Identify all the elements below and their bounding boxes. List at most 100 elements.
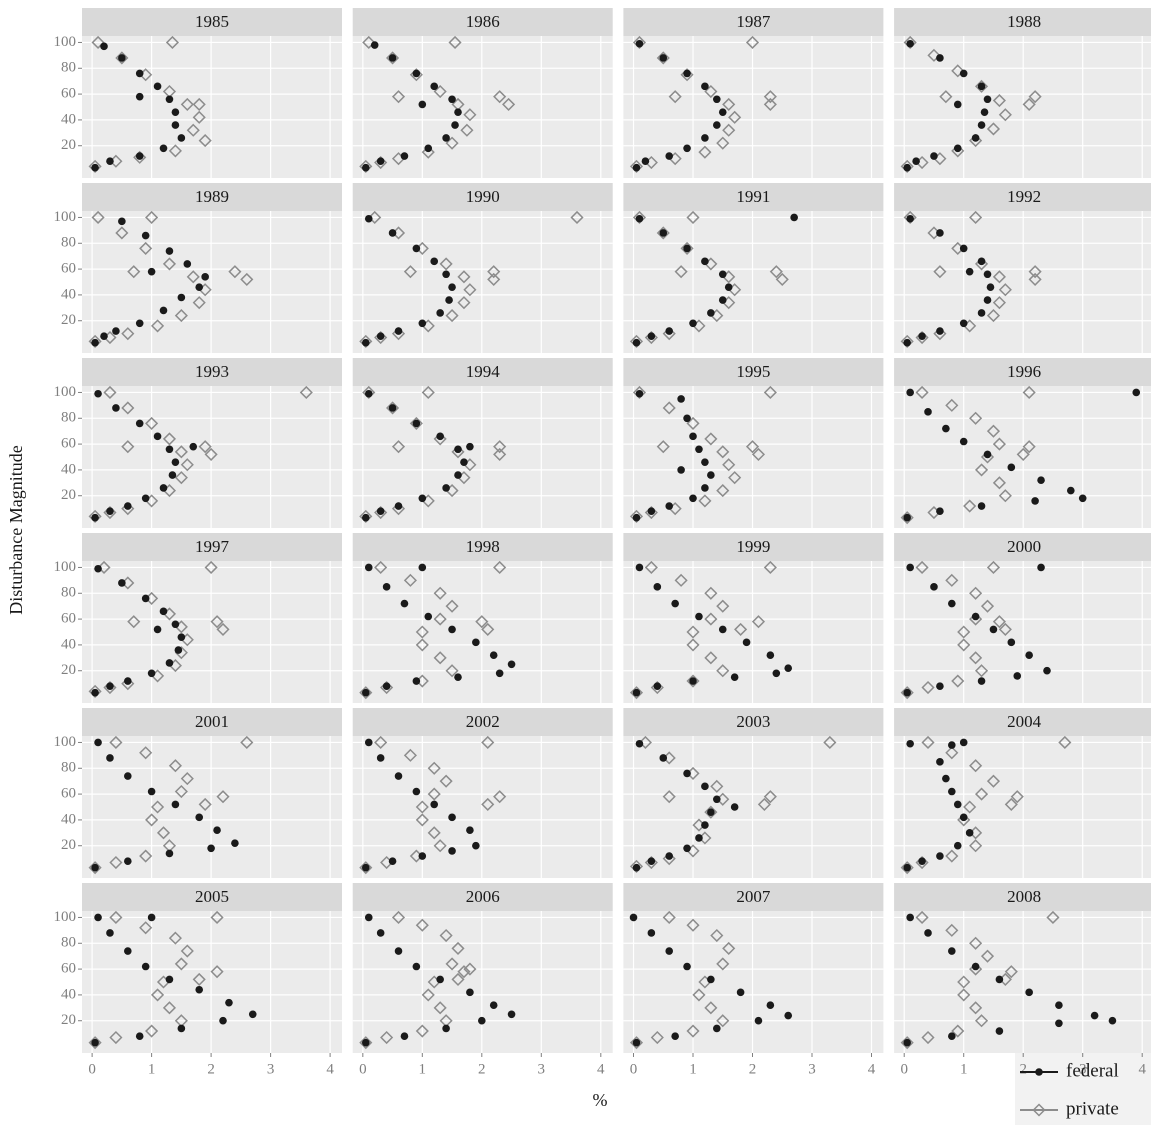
point <box>1043 666 1051 675</box>
point <box>145 416 159 430</box>
point <box>112 404 120 412</box>
point <box>151 988 165 1002</box>
point <box>701 484 709 492</box>
panel-title: 2005 <box>195 887 229 906</box>
point <box>734 622 748 636</box>
point <box>370 41 379 49</box>
point <box>945 573 959 587</box>
point <box>463 962 477 976</box>
point <box>638 735 652 750</box>
point <box>632 513 641 522</box>
strip <box>352 183 613 211</box>
point <box>207 844 215 853</box>
y-tick-label: 20 <box>61 137 76 153</box>
x-tick-label: 2 <box>749 1061 757 1077</box>
point <box>971 612 980 621</box>
point <box>683 769 691 778</box>
point <box>386 51 400 65</box>
point <box>992 93 1006 108</box>
point <box>971 134 980 142</box>
point <box>139 921 153 935</box>
point <box>998 622 1012 636</box>
point <box>415 813 429 827</box>
point <box>174 471 188 485</box>
strip <box>623 358 884 386</box>
point <box>992 476 1006 490</box>
point <box>995 1027 1004 1035</box>
y-tick-label: 40 <box>61 986 76 1002</box>
point <box>959 738 968 747</box>
point <box>766 651 775 660</box>
point <box>998 489 1012 503</box>
point <box>165 95 174 104</box>
point <box>439 257 453 271</box>
point <box>213 826 221 835</box>
point <box>106 507 114 516</box>
y-tick-label: 40 <box>61 636 76 652</box>
point <box>945 746 959 760</box>
point <box>433 1001 447 1015</box>
strip <box>352 8 613 36</box>
point <box>927 48 941 62</box>
y-tick-label: 60 <box>61 961 76 977</box>
point <box>91 863 99 872</box>
point <box>629 159 644 173</box>
point <box>186 270 200 284</box>
point <box>936 682 944 691</box>
point <box>915 910 929 925</box>
point <box>942 774 950 783</box>
point <box>121 401 135 415</box>
y-tick-label: 20 <box>61 837 76 853</box>
point <box>427 787 441 801</box>
point <box>418 563 427 572</box>
point <box>718 108 727 116</box>
point <box>718 625 727 634</box>
point <box>359 334 373 348</box>
panel-title: 1990 <box>466 187 500 206</box>
panel-background <box>352 736 613 878</box>
point <box>632 688 641 697</box>
point <box>724 283 733 291</box>
point <box>924 408 932 416</box>
point <box>704 651 718 665</box>
point <box>668 90 682 104</box>
point <box>448 847 456 855</box>
point <box>472 841 480 850</box>
point <box>94 564 102 573</box>
panel-title: 1999 <box>736 537 770 556</box>
point <box>977 502 986 510</box>
point <box>171 800 180 809</box>
point <box>118 54 126 62</box>
point <box>963 499 977 513</box>
legend-marker <box>1032 1103 1046 1117</box>
panel-title: 2008 <box>1007 887 1041 906</box>
point <box>478 1016 486 1025</box>
panel-background <box>894 736 1151 878</box>
point <box>948 787 956 796</box>
point <box>183 260 192 268</box>
point <box>903 688 911 697</box>
point <box>906 39 914 48</box>
point <box>766 1001 775 1010</box>
point <box>677 466 685 474</box>
point <box>629 859 644 873</box>
point <box>415 1024 429 1038</box>
point <box>906 739 914 748</box>
point <box>718 270 727 279</box>
strip <box>894 183 1151 211</box>
strip <box>82 533 342 561</box>
panel-background <box>894 211 1151 353</box>
point <box>135 419 144 428</box>
point <box>106 754 114 762</box>
point <box>644 560 658 575</box>
point <box>936 507 944 516</box>
x-axis-label: % <box>593 1090 608 1110</box>
point <box>704 432 718 446</box>
point <box>957 988 971 1002</box>
point <box>88 509 102 523</box>
point <box>391 910 406 925</box>
point <box>974 463 989 477</box>
strip <box>894 358 1151 386</box>
x-tick-label: 4 <box>597 1061 605 1077</box>
point <box>945 923 959 937</box>
